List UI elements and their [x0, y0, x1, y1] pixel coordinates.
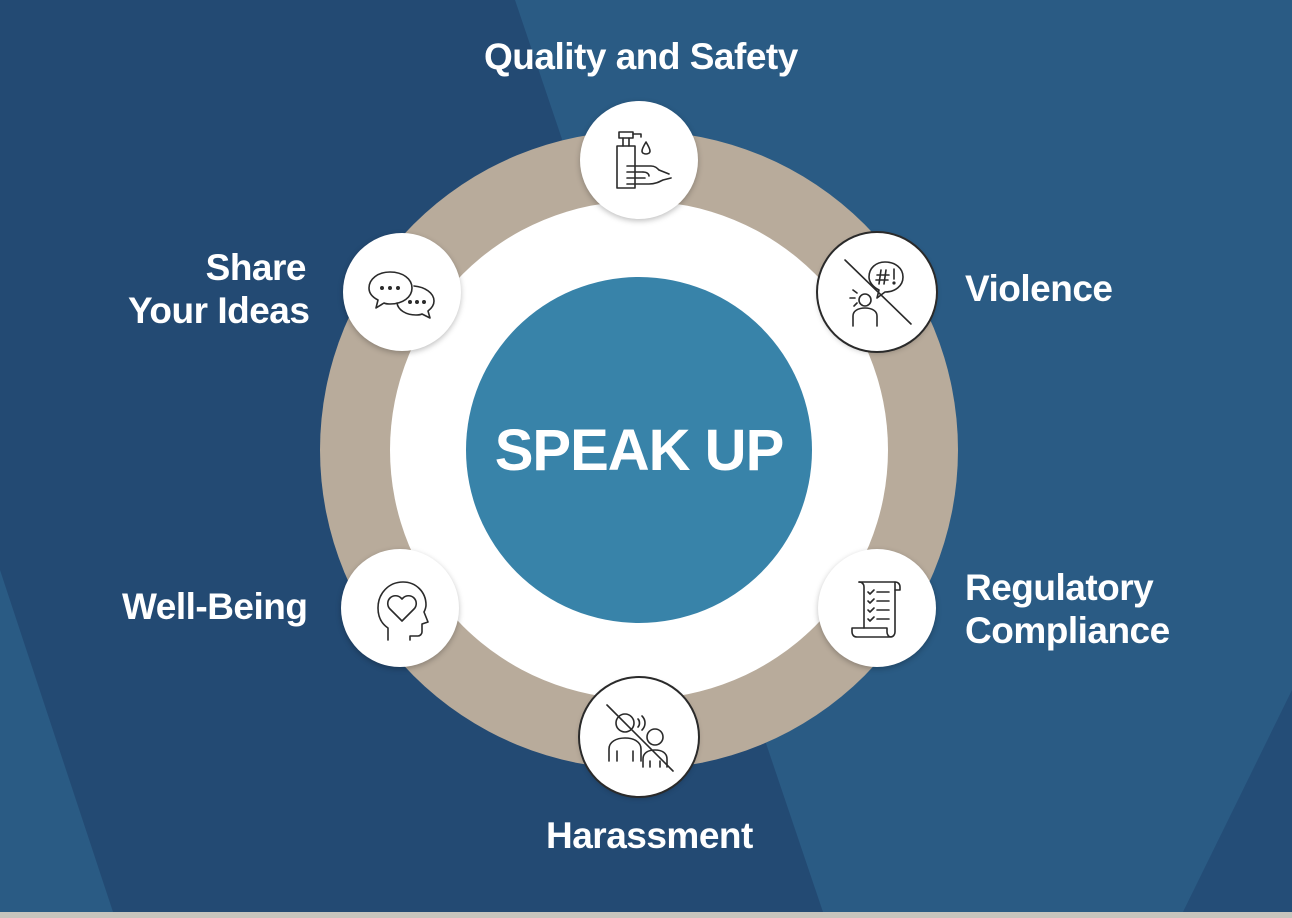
violence-node	[818, 233, 936, 351]
violence-label: Violence	[965, 268, 1113, 309]
head-heart-icon	[377, 581, 429, 641]
harassment-label: Harassment	[546, 815, 753, 856]
quality-safety-node	[580, 101, 698, 219]
harassment-node	[580, 678, 698, 796]
bottom-strip	[0, 912, 1292, 918]
quality-safety-label: Quality and Safety	[484, 36, 798, 77]
hand-sanitizer-icon	[616, 131, 672, 189]
regulatory-compliance-label: Regulatory Compliance	[965, 567, 1170, 651]
well-being-label: Well-Being	[122, 586, 308, 627]
checklist-scroll-icon	[851, 581, 901, 638]
chat-bubbles-icon	[368, 271, 435, 319]
regulatory-compliance-node	[818, 549, 936, 667]
no-shouting-icon	[844, 259, 912, 327]
no-harassment-icon	[606, 704, 674, 772]
share-ideas-label: Share Your Ideas	[128, 247, 310, 331]
center-circle: SPEAK UP	[466, 277, 812, 623]
share-ideas-node	[343, 233, 461, 351]
center-label: SPEAK UP	[494, 417, 785, 483]
well-being-node	[341, 549, 459, 667]
